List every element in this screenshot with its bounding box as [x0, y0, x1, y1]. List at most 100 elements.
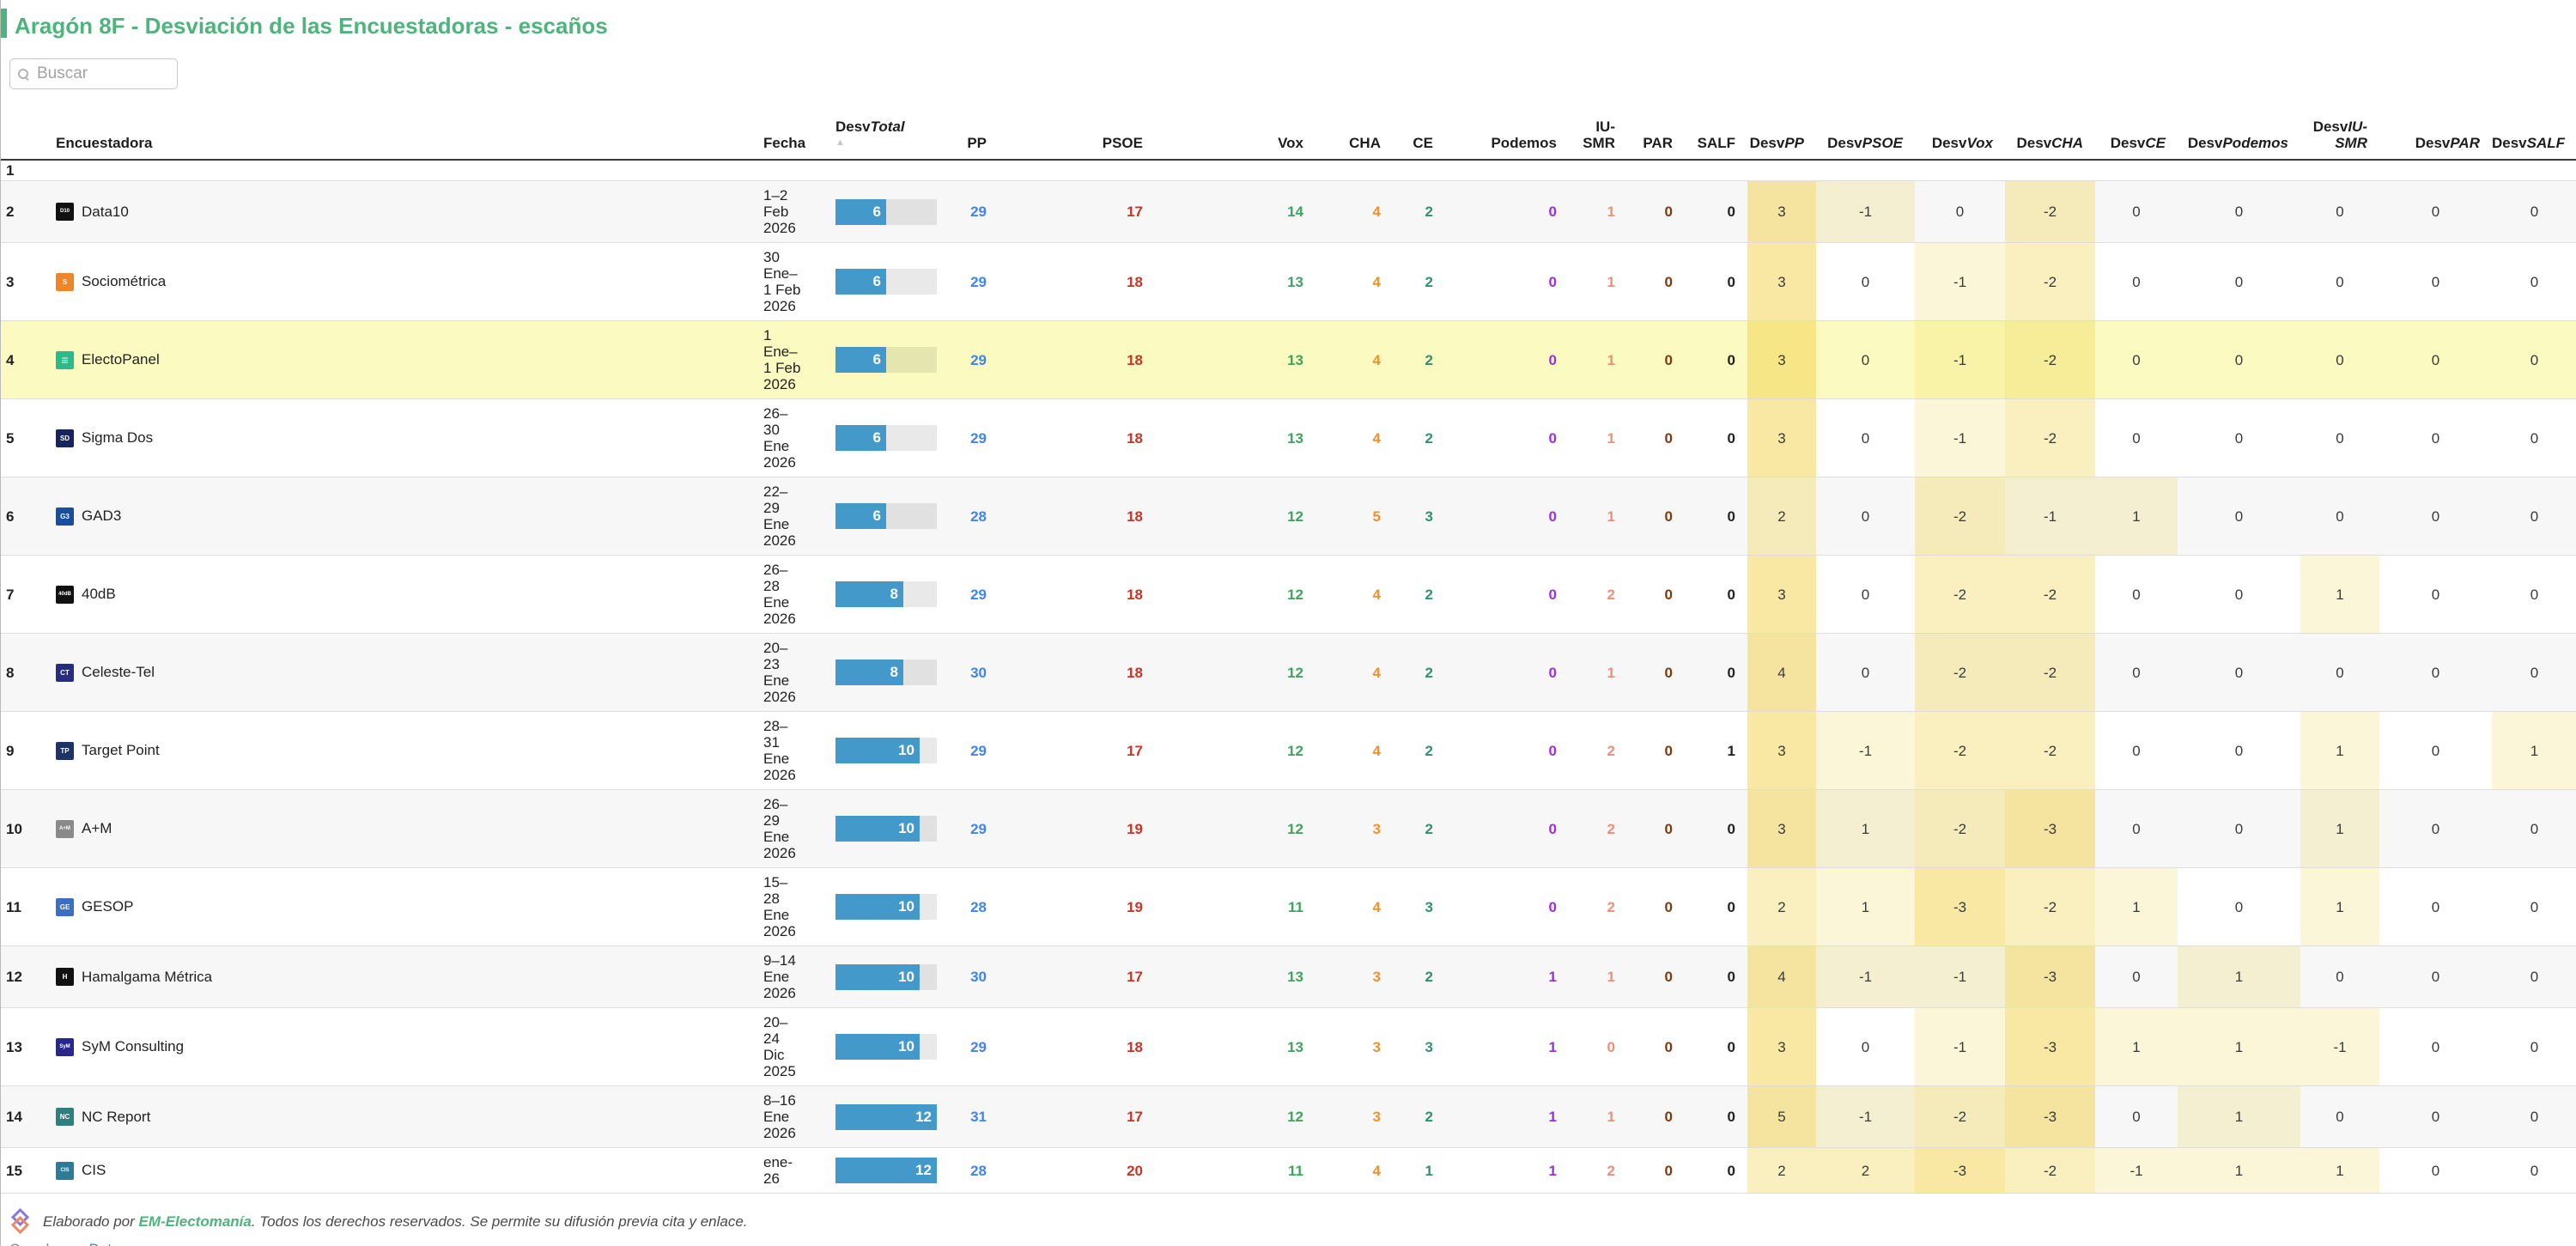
desv-cell-par: 0: [2379, 1007, 2492, 1086]
column-header-vox[interactable]: Vox: [1155, 106, 1315, 161]
column-header-desv-iu-smr[interactable]: DesvIU-SMR: [2300, 106, 2379, 161]
desv-cell-podemos: 0: [2178, 180, 2300, 243]
search-input[interactable]: [35, 64, 169, 84]
table-row: 7 40dB 40dB 26– 28 Ene 2026 8 29 18 12 4 2 0 2 0…: [1, 555, 2576, 634]
table-row: 6 G3 GAD3 22– 29 Ene 2026 6 28 18 12 5 3 0 1 0 0 2…: [1, 477, 2576, 556]
desv-cell-cha: -2: [2005, 711, 2095, 790]
column-header-podemos[interactable]: Podemos: [1445, 106, 1569, 161]
desv-total-bar-value: 12: [835, 1103, 937, 1130]
desv-cell-par: 0: [2379, 398, 2492, 477]
column-header-desv-salf[interactable]: DesvSALF: [2492, 106, 2576, 161]
seat-cell-podemos: 0: [1445, 867, 1569, 946]
column-header-desv-pp[interactable]: DesvPP: [1747, 106, 1816, 161]
date-cell: [756, 160, 815, 181]
pollster-icon: A+M: [56, 819, 74, 838]
desv-cell-par: 0: [2379, 242, 2492, 321]
pollster-name: Data10: [82, 204, 129, 220]
seat-cell-cha: 4: [1315, 1147, 1393, 1194]
desv-cell-vox: -2: [1915, 633, 2005, 712]
desv-cell-pp: 3: [1747, 555, 1816, 634]
desv-cell-podemos: 1: [2178, 945, 2300, 1008]
date-cell: 15– 28 Ene 2026: [756, 867, 815, 946]
column-header-desv-vox[interactable]: DesvVox: [1915, 106, 2005, 161]
seat-cell-vox: 13: [1155, 398, 1315, 477]
desv-total-bar: 8: [835, 659, 937, 685]
desv-cell-cha: -3: [2005, 945, 2095, 1008]
pollster-icon: SyM: [56, 1037, 74, 1056]
column-header-iu-smr[interactable]: IU-SMR: [1569, 106, 1627, 161]
seat-cell-salf: [1685, 160, 1747, 181]
desv-cell-pp: 3: [1747, 180, 1816, 243]
seat-cell-pp: 29: [935, 555, 999, 634]
column-header-desv-cha[interactable]: DesvCHA: [2005, 106, 2095, 161]
desv-cell-iu-smr: 0: [2300, 477, 2379, 556]
seat-cell-podemos: 0: [1445, 320, 1569, 399]
column-header-psoe[interactable]: PSOE: [999, 106, 1155, 161]
seat-cell-par: 0: [1627, 398, 1685, 477]
desv-total-cell: 12: [815, 1085, 937, 1148]
column-header-desv-par[interactable]: DesvPAR: [2379, 106, 2492, 161]
desv-cell-salf: 0: [2492, 320, 2576, 399]
desv-total-bar-value: 10: [835, 816, 920, 842]
desv-cell-ce: 0: [2095, 945, 2178, 1008]
desv-cell-ce: 0: [2095, 180, 2178, 243]
seat-cell-par: 0: [1627, 867, 1685, 946]
desv-cell-pp: 3: [1747, 242, 1816, 321]
seat-cell-pp: 28: [935, 867, 999, 946]
desv-cell-psoe: 1: [1816, 789, 1915, 868]
table-header-row: Encuestadora Fecha DesvTotal ▲ PP PSOE V…: [1, 106, 2576, 161]
column-header-desv-psoe[interactable]: DesvPSOE: [1816, 106, 1915, 161]
column-header-desv-ce[interactable]: DesvCE: [2095, 106, 2178, 161]
desv-cell-cha: -2: [2005, 1147, 2095, 1194]
desv-cell-iu-smr: 0: [2300, 180, 2379, 243]
seat-cell-par: 0: [1627, 477, 1685, 556]
seat-cell-psoe: 18: [999, 555, 1155, 634]
seat-cell-vox: 12: [1155, 477, 1315, 556]
desv-cell-pp: 5: [1747, 1085, 1816, 1148]
desv-cell-pp: 3: [1747, 320, 1816, 399]
row-number: 11: [1, 867, 27, 946]
desv-cell-pp: 3: [1747, 711, 1816, 790]
column-header-encuestadora[interactable]: Encuestadora: [27, 106, 756, 161]
desv-cell-iu-smr: 0: [2300, 1085, 2379, 1148]
seat-cell-cha: 4: [1315, 633, 1393, 712]
pollster-name: NC Report: [82, 1109, 151, 1125]
desv-cell-podemos: 0: [2178, 242, 2300, 321]
desv-total-cell: 6: [815, 477, 937, 556]
desv-total-bar: 8: [835, 581, 937, 607]
seat-cell-vox: 13: [1155, 1007, 1315, 1086]
table-row: 3 S Sociométrica 30 Ene– 1 Feb 2026 6 29 1…: [1, 242, 2576, 321]
seat-cell-podemos: 0: [1445, 477, 1569, 556]
column-header-ce[interactable]: CE: [1393, 106, 1445, 161]
desv-total-cell: 10: [815, 945, 937, 1008]
seat-cell-podemos: 1: [1445, 945, 1569, 1008]
column-header-par[interactable]: PAR: [1627, 106, 1685, 161]
seat-cell-vox: 12: [1155, 711, 1315, 790]
desv-total-bar-value: 6: [835, 269, 886, 295]
date-cell: 8–16 Ene 2026: [756, 1085, 815, 1148]
desv-cell-psoe: 0: [1816, 633, 1915, 712]
desv-total-bar-value: 10: [835, 1034, 920, 1060]
column-header-pp[interactable]: PP: [935, 106, 999, 161]
desv-cell-vox: -2: [1915, 711, 2005, 790]
desv-cell-ce: 0: [2095, 555, 2178, 634]
desv-cell-vox: 0: [1915, 180, 2005, 243]
column-header-desvtotal[interactable]: DesvTotal ▲: [815, 106, 935, 161]
seat-cell-psoe: 17: [999, 945, 1155, 1008]
desv-cell-podemos: 0: [2178, 555, 2300, 634]
desv-total-cell: 10: [815, 789, 937, 868]
desv-cell-pp: 4: [1747, 945, 1816, 1008]
table-row: 14 NC NC Report 8–16 Ene 2026 12 31 17 12 3 2…: [1, 1085, 2576, 1148]
desv-cell-par: 0: [2379, 1147, 2492, 1194]
column-header-salf[interactable]: SALF: [1685, 106, 1747, 161]
desv-cell-podemos: 0: [2178, 633, 2300, 712]
seat-cell-ce: 2: [1393, 555, 1445, 634]
column-header-desv-podemos[interactable]: DesvPodemos: [2178, 106, 2300, 161]
seat-cell-vox: 11: [1155, 1147, 1315, 1194]
column-header-cha[interactable]: CHA: [1315, 106, 1393, 161]
seat-cell-iu-smr: [1569, 160, 1627, 181]
datawrapper-link[interactable]: Datawrapper: [89, 1241, 173, 1246]
column-header-fecha[interactable]: Fecha: [756, 106, 815, 161]
seat-cell-salf: 0: [1685, 477, 1747, 556]
footer-brand: EM-Electomanía: [138, 1213, 252, 1230]
